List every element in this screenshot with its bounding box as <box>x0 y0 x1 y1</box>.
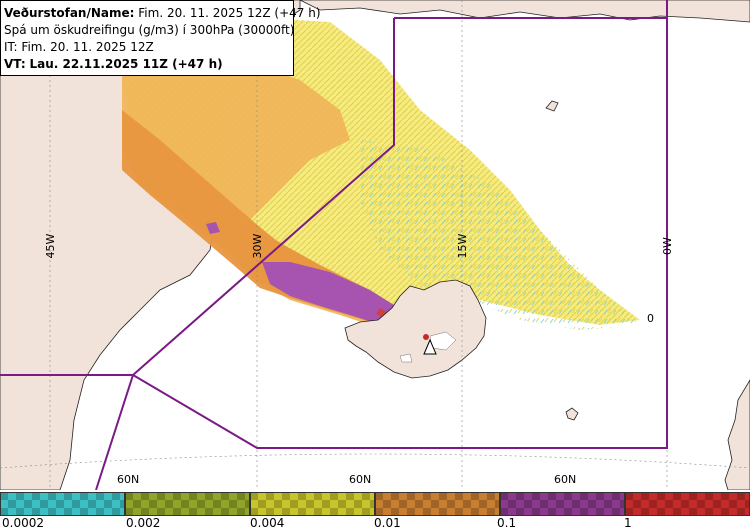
lat-label-left: 60N <box>117 473 139 486</box>
legend-segment <box>500 492 625 516</box>
lon-label-30w: 30W <box>251 233 264 258</box>
faroe-islands <box>565 407 579 421</box>
info-line-name-prefix: Veðurstofan/Name: <box>4 6 135 20</box>
info-line-forecast: Spá um öskudreifingu (g/m3) í 300hPa (30… <box>4 23 295 37</box>
iceland-land <box>344 279 487 379</box>
legend-color-bar <box>0 492 750 516</box>
info-line-vt-prefix: VT: <box>4 57 26 71</box>
legend-label-5: 1 <box>624 516 632 530</box>
lon-label-45w: 45W <box>44 233 57 258</box>
map-marker-zero: 0 <box>647 312 654 325</box>
info-line-valid-time: VT: Lau. 22.11.2025 11Z (+47 h) <box>4 56 293 73</box>
info-line-name-value: Fim. 20. 11. 2025 12Z (+47 h) <box>138 6 321 20</box>
volcano-triangle-icon <box>423 338 437 355</box>
concentration-legend <box>0 490 750 532</box>
legend-label-4: 0.1 <box>497 516 517 530</box>
small-island <box>545 100 559 112</box>
lon-label-0w: 0W <box>661 237 674 255</box>
glacier-small <box>399 353 413 363</box>
forecast-info-box: Veðurstofan/Name: Fim. 20. 11. 2025 12Z … <box>0 0 321 76</box>
info-line-issue-time: IT: Fim. 20. 11. 2025 12Z <box>4 40 154 54</box>
ash-plume-purple-spot <box>206 222 220 234</box>
legend-label-2: 0.004 <box>250 516 285 530</box>
info-line-vt-value: Lau. 22.11.2025 11Z (+47 h) <box>29 57 223 71</box>
lat-label-right: 60N <box>554 473 576 486</box>
lon-label-15w: 15W <box>456 233 469 258</box>
norway-coast <box>724 379 750 490</box>
legend-segment <box>0 492 125 516</box>
legend-segment <box>125 492 250 516</box>
ash-plume-cyan-fringe <box>360 140 640 330</box>
legend-label-1: 0.002 <box>126 516 161 530</box>
legend-segment <box>625 492 750 516</box>
legend-segment <box>250 492 375 516</box>
legend-segment <box>375 492 500 516</box>
ash-plume-medium <box>122 28 420 335</box>
lat-label-mid: 60N <box>349 473 371 486</box>
legend-label-0: 0.0002 <box>2 516 44 530</box>
eruption-source-dot <box>423 334 429 340</box>
fir-boundary <box>0 0 668 490</box>
info-line-name: Veðurstofan/Name: Fim. 20. 11. 2025 12Z … <box>4 5 321 22</box>
legend-label-3: 0.01 <box>374 516 401 530</box>
ash-dispersion-map[interactable]: 45W 30W 15W 0W 60N 60N 60N 0 <box>0 0 750 490</box>
